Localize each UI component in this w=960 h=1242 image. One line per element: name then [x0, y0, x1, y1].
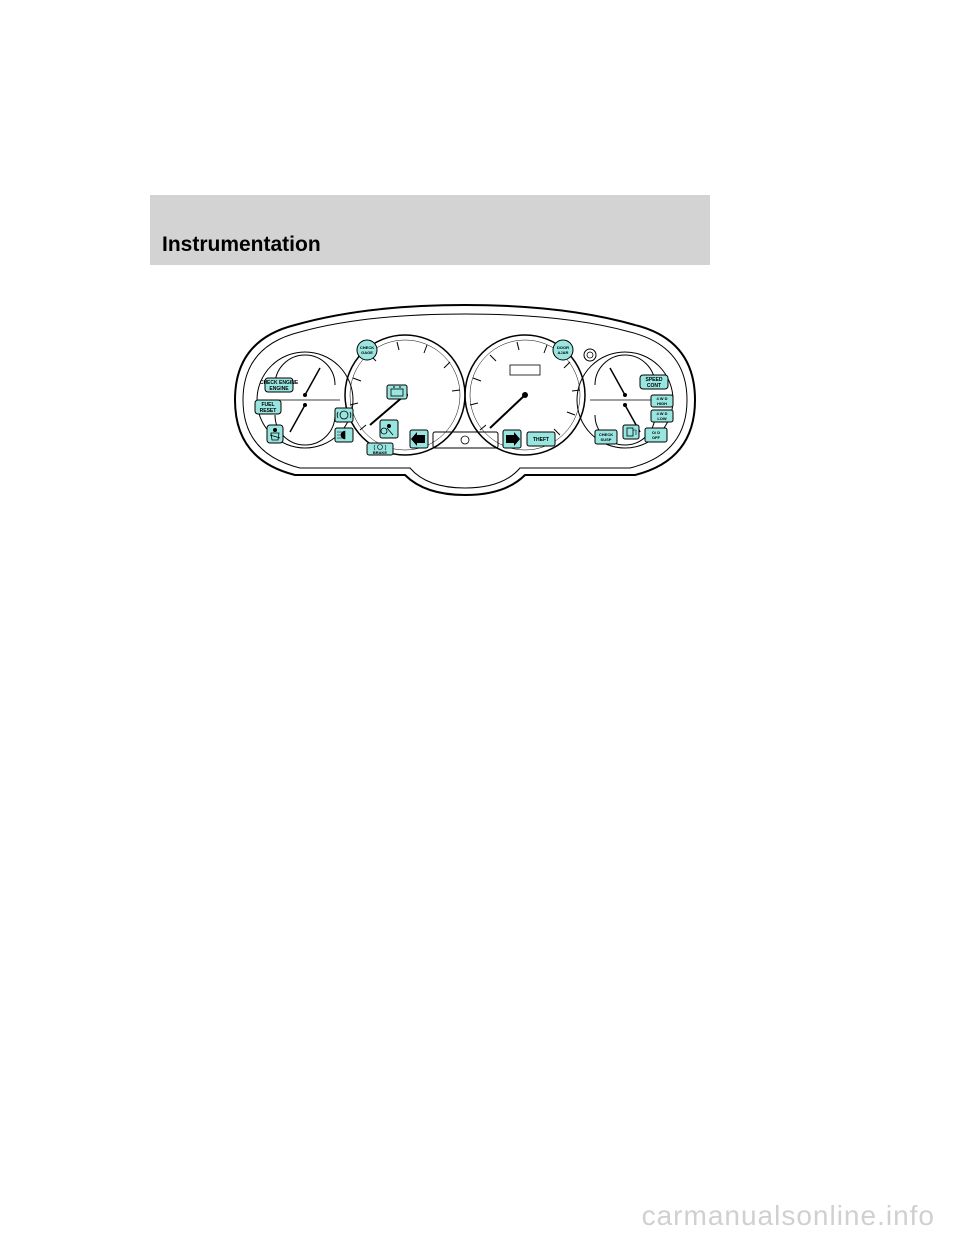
battery-indicator — [387, 385, 407, 399]
dashboard-diagram: CHECK GAGE DOOR AJAR CHECK ENGINE ENGINE… — [215, 300, 715, 505]
lower-left-gauge-arc — [275, 415, 335, 445]
header-band: Instrumentation — [150, 195, 710, 265]
page-container: Instrumentation — [0, 0, 960, 1242]
lower-left-needle — [290, 405, 305, 432]
lower-left-pivot — [303, 403, 307, 407]
svg-text:BRAKE: BRAKE — [373, 450, 388, 455]
svg-text:RESET: RESET — [260, 408, 277, 414]
svg-text:HIGH: HIGH — [657, 401, 667, 406]
trip-knob-inner — [587, 352, 593, 358]
abs-indicator — [335, 408, 353, 422]
right-bottom-pivot — [623, 403, 627, 407]
speedo-pivot — [522, 392, 528, 398]
watermark-text: carmanualsonline.info — [642, 1200, 935, 1232]
check-gage-text2: GAGE — [361, 350, 373, 355]
page-title: Instrumentation — [162, 233, 321, 257]
odometer-window — [510, 365, 540, 375]
svg-text:OFF: OFF — [652, 435, 661, 440]
trip-knob — [584, 349, 596, 361]
svg-text:ENGINE: ENGINE — [269, 386, 289, 392]
svg-text:SUSP: SUSP — [601, 437, 612, 442]
speedo-needle — [490, 395, 525, 428]
airbag-indicator — [380, 420, 398, 438]
door-ajar-text2: AJAR — [558, 350, 569, 355]
center-display — [433, 432, 498, 448]
right-top-needle — [610, 368, 625, 395]
oil-needle-pivot — [303, 393, 307, 397]
svg-text:CONT: CONT — [647, 383, 661, 389]
svg-text:LOW: LOW — [657, 416, 667, 421]
fuel-pump-indicator — [623, 425, 639, 439]
seatbelt-icon-head — [273, 428, 277, 432]
right-top-pivot — [623, 393, 627, 397]
svg-text:THEFT: THEFT — [533, 437, 549, 443]
oil-needle — [305, 368, 320, 395]
center-button — [461, 436, 469, 444]
instrument-cluster-svg: CHECK GAGE DOOR AJAR CHECK ENGINE ENGINE… — [215, 300, 715, 505]
